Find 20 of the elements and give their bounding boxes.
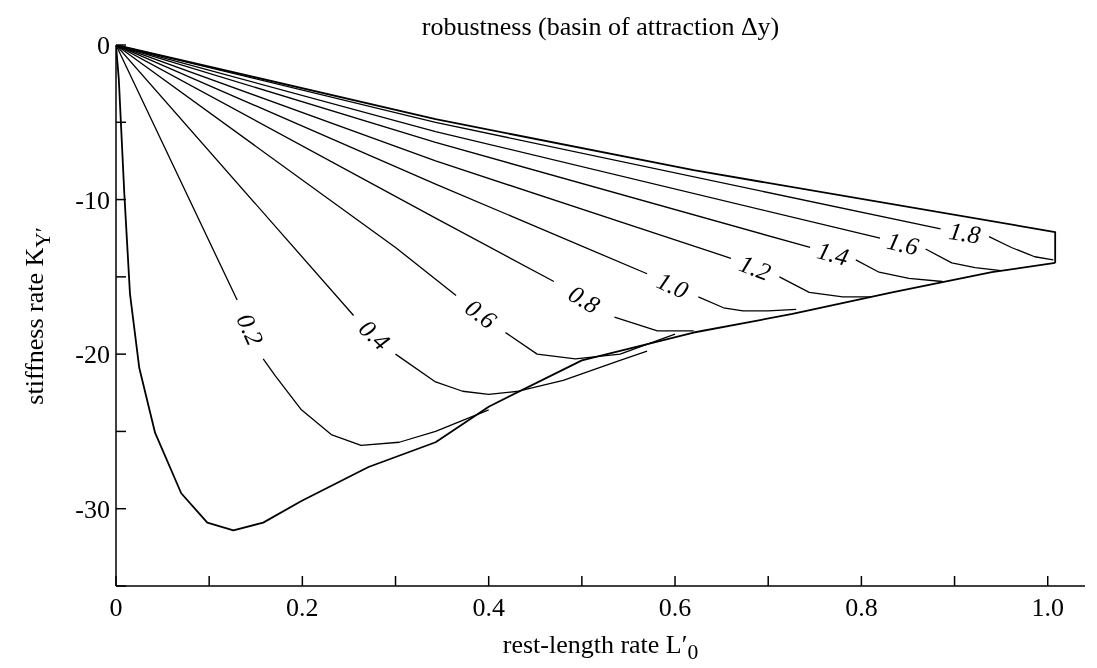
x-tick-label: 1.0	[1031, 593, 1064, 622]
text: 0.4	[353, 314, 396, 356]
y-tick-label: -20	[75, 340, 110, 370]
text: 1.6	[884, 226, 922, 261]
x-tick-label: 0.4	[472, 593, 505, 622]
y-tick-label: -30	[75, 494, 110, 524]
text: 0.6	[460, 293, 502, 335]
text: 1.0	[652, 266, 693, 305]
x-tick-label: 0.8	[845, 593, 878, 622]
x-tick-label: 0.6	[658, 593, 692, 622]
text: 0.8	[563, 279, 605, 320]
chart-title: robustness (basin of attraction Δy)	[420, 12, 781, 42]
y-tick-label: 0	[97, 31, 110, 60]
y-tick-label: -10	[75, 185, 110, 215]
text: 0.2	[231, 309, 269, 350]
x-tick-label: 0.2	[286, 593, 319, 622]
text: 1.8	[947, 217, 983, 249]
x-axis-title: rest-length rate L′$_{0}$	[501, 630, 700, 666]
text: 1.2	[735, 249, 775, 286]
text: 1.4	[814, 236, 852, 271]
